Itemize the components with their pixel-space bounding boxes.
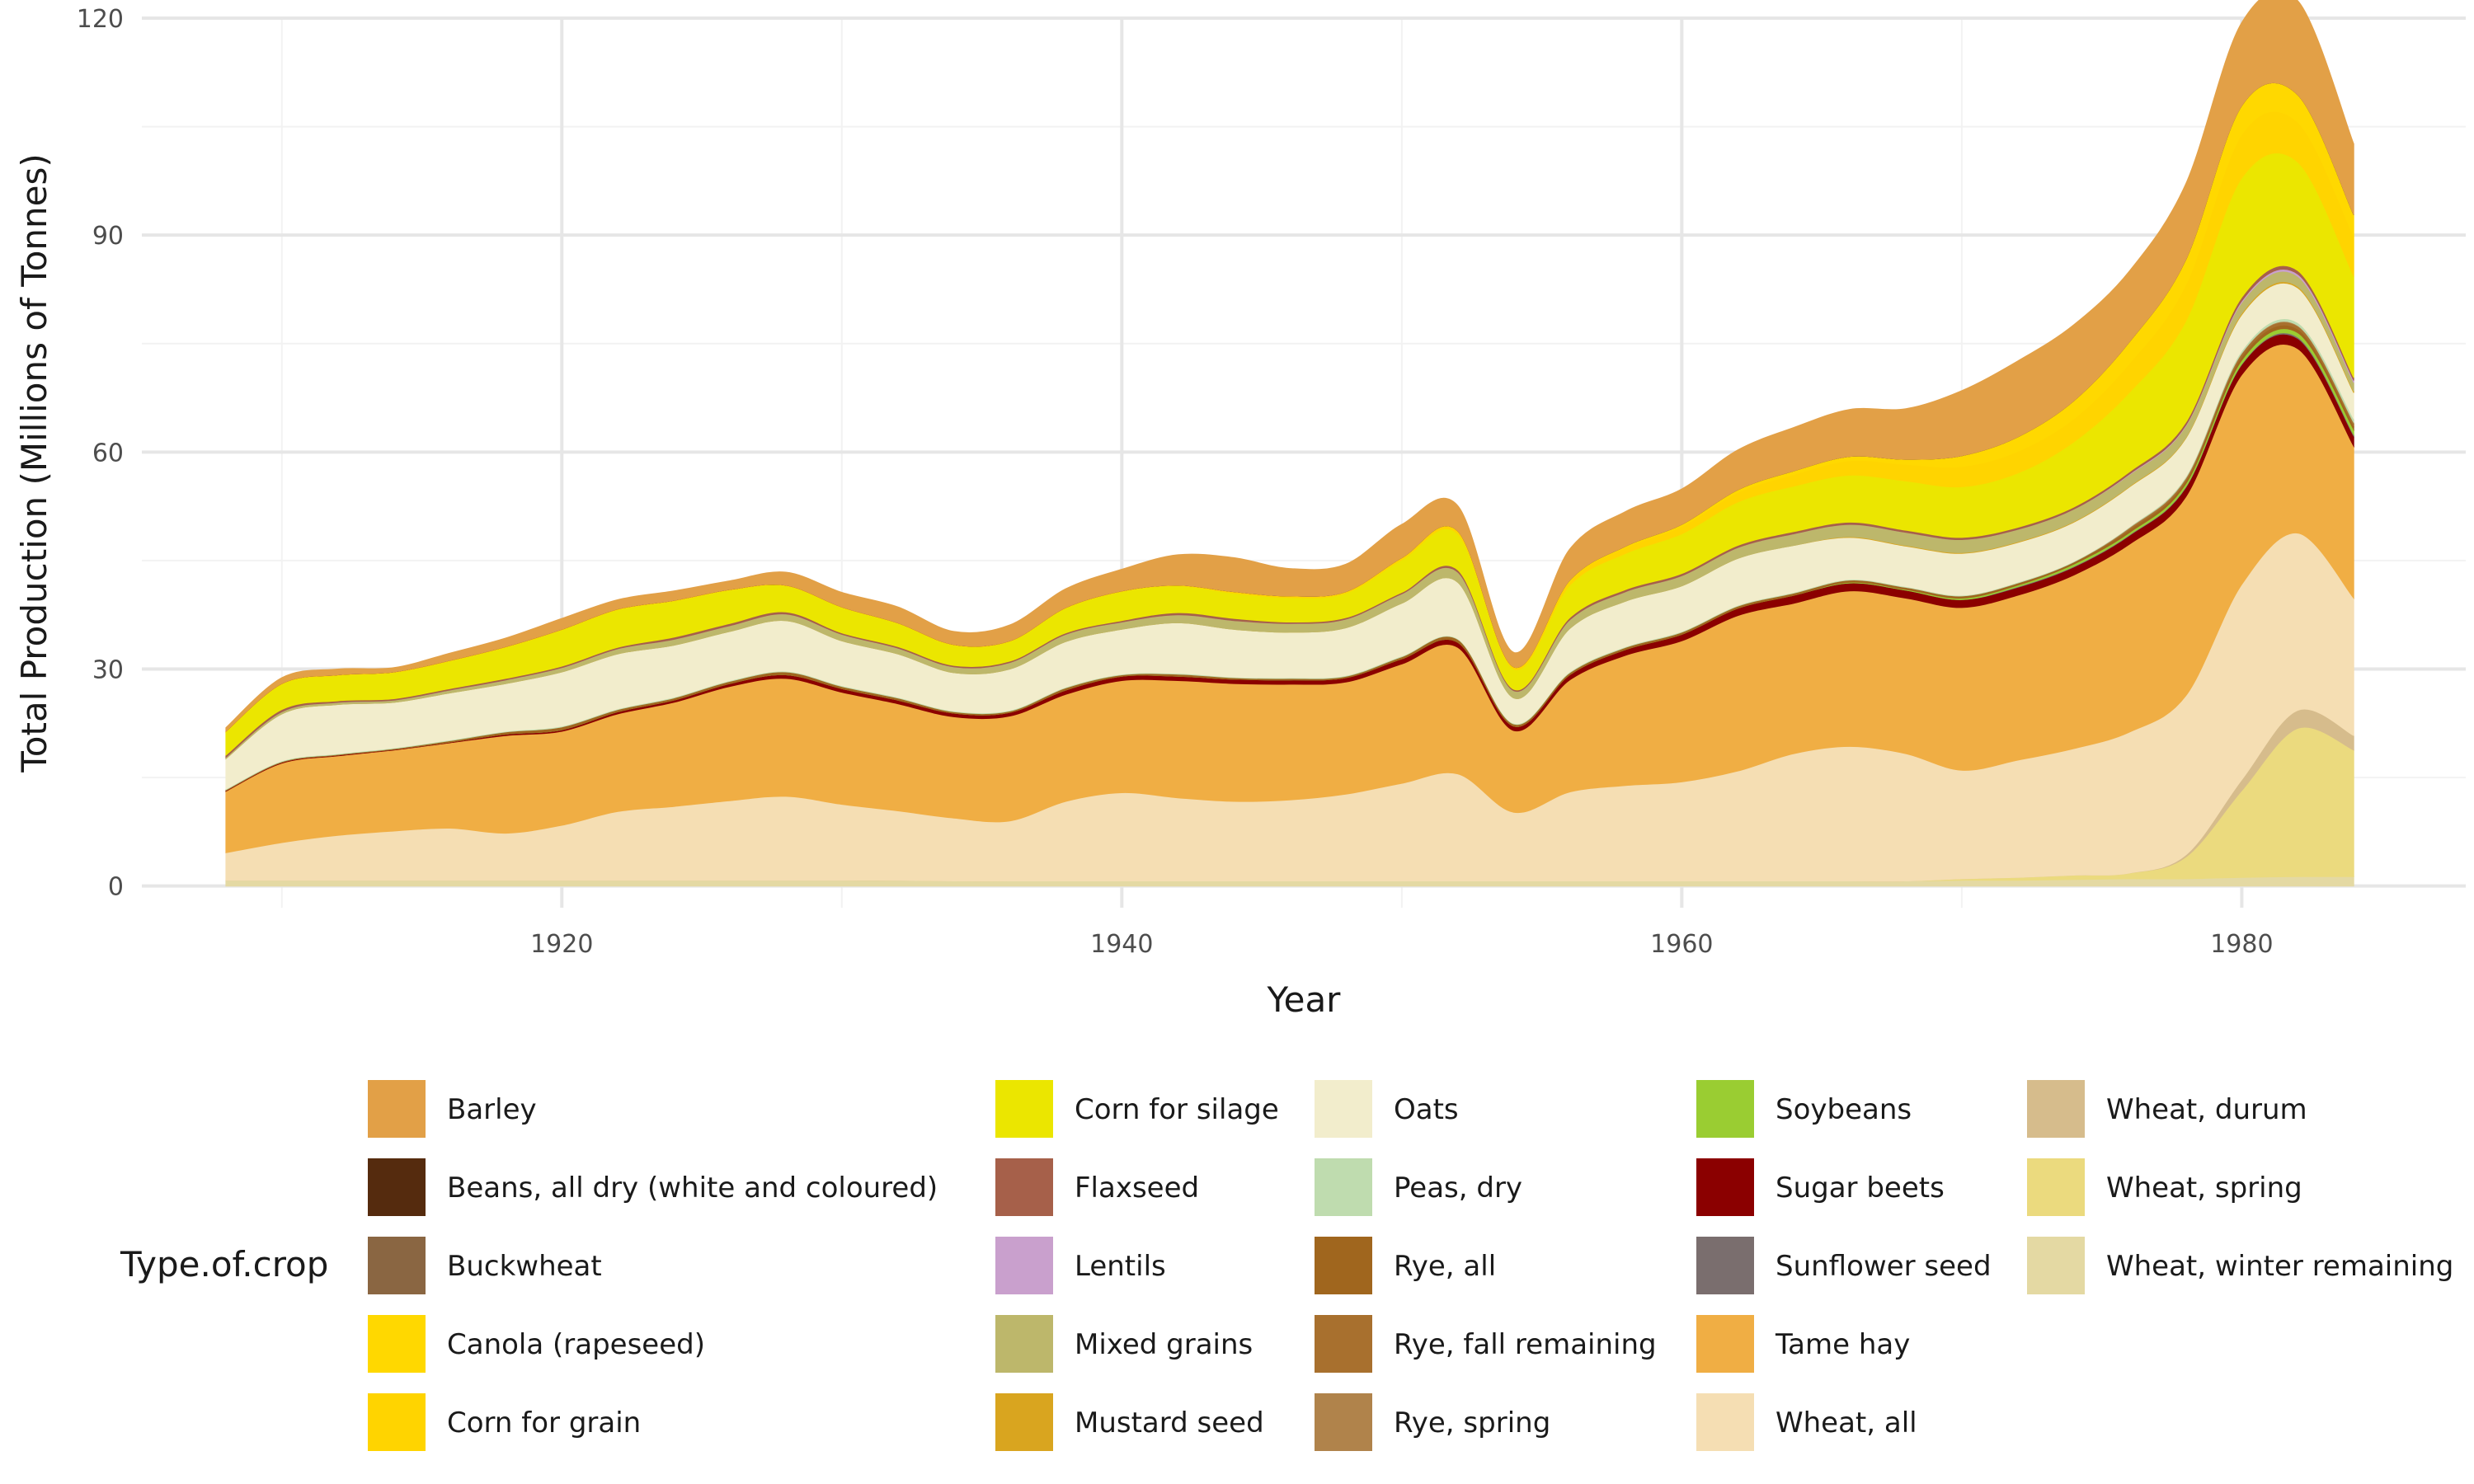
y-tick-label: 120 <box>77 5 124 34</box>
legend-label: Sunflower seed <box>1776 1250 1992 1283</box>
legend-label: Tame hay <box>1775 1328 1910 1361</box>
x-tick-label: 1980 <box>2210 930 2273 959</box>
legend-label: Wheat, spring <box>2106 1172 2302 1205</box>
legend-key <box>995 1158 1053 1216</box>
y-tick-label: 90 <box>92 222 124 251</box>
legend-label: Wheat, all <box>1776 1407 1917 1439</box>
area-series <box>225 0 2354 887</box>
legend-key <box>1315 1393 1372 1451</box>
legend-label: Sugar beets <box>1776 1172 1945 1205</box>
legend-label: Wheat, winter remaining <box>2106 1250 2453 1283</box>
tick-labels: 1920 1940 1960 1980 0 30 60 90 120 <box>77 5 2274 959</box>
legend-label: Canola (rapeseed) <box>447 1328 705 1361</box>
legend-label: Mustard seed <box>1075 1407 1264 1439</box>
legend-key <box>368 1315 426 1373</box>
area-barley <box>225 0 2354 733</box>
legend-key <box>1696 1080 1754 1138</box>
y-tick-label: 0 <box>108 873 124 902</box>
legend-label: Rye, fall remaining <box>1394 1328 1657 1361</box>
legend-key <box>2027 1080 2085 1138</box>
x-tick-label: 1920 <box>530 930 593 959</box>
legend-label: Buckwheat <box>447 1250 602 1283</box>
legend-label: Beans, all dry (white and coloured) <box>447 1172 938 1205</box>
legend-label: Lentils <box>1075 1250 1166 1283</box>
legend-label: Rye, spring <box>1394 1407 1550 1439</box>
legend-key <box>995 1080 1053 1138</box>
legend-label: Corn for grain <box>447 1407 641 1439</box>
legend-key <box>1315 1158 1372 1216</box>
legend-key <box>1696 1393 1754 1451</box>
legend-label: Rye, all <box>1394 1250 1496 1283</box>
y-tick-label: 30 <box>92 656 124 685</box>
legend-key <box>995 1315 1053 1373</box>
x-tick-label: 1960 <box>1650 930 1713 959</box>
y-tick-label: 60 <box>92 439 124 467</box>
x-axis-title: Year <box>1267 979 1342 1020</box>
y-axis-title: Total Production (Millions of Tonnes) <box>14 153 54 773</box>
legend-key <box>2027 1158 2085 1216</box>
legend-key <box>368 1393 426 1451</box>
legend-label: Peas, dry <box>1394 1172 1522 1205</box>
legend-key <box>995 1237 1053 1294</box>
legend-key <box>2027 1237 2085 1294</box>
legend-key <box>1315 1315 1372 1373</box>
legend-label: Corn for silage <box>1075 1093 1279 1126</box>
legend-label: Flaxseed <box>1075 1172 1199 1205</box>
legend-key <box>1696 1158 1754 1216</box>
legend-label: Soybeans <box>1776 1093 1912 1126</box>
legend-label: Mixed grains <box>1075 1328 1253 1361</box>
legend-key <box>1315 1237 1372 1294</box>
legend: Barley Beans, all dry (white and coloured… <box>368 1080 2453 1451</box>
legend-key <box>1696 1315 1754 1373</box>
legend-key <box>995 1393 1053 1451</box>
legend-label: Oats <box>1394 1093 1459 1126</box>
legend-label: Barley <box>447 1093 537 1126</box>
legend-title: Type.of.crop <box>120 1244 328 1284</box>
legend-label: Wheat, durum <box>2106 1093 2307 1126</box>
x-tick-label: 1940 <box>1090 930 1153 959</box>
legend-key <box>368 1158 426 1216</box>
legend-key <box>368 1237 426 1294</box>
legend-key <box>1696 1237 1754 1294</box>
legend-key <box>1315 1080 1372 1138</box>
legend-key <box>368 1080 426 1138</box>
